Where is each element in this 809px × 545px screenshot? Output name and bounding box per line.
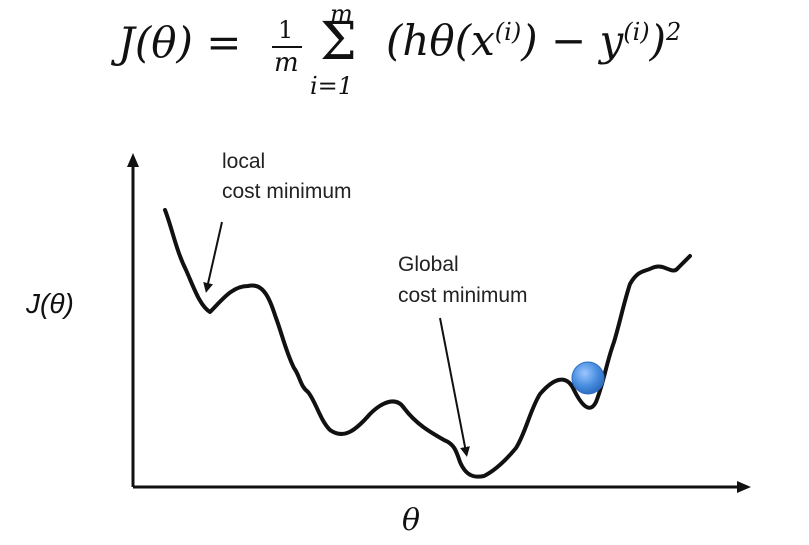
summand-superscript-y: (i) (623, 18, 650, 46)
ball-marker (571, 361, 605, 395)
cost-curve (163, 208, 692, 479)
local-label-line1: local (222, 150, 265, 173)
y-axis-label: J(θ) (25, 288, 74, 319)
global-minimum-arrow (439, 317, 470, 457)
formula-lhs: J(θ) = (118, 18, 242, 67)
summand-end: ) (649, 16, 667, 65)
summand-power: 2 (666, 18, 682, 46)
summand-main: (hθ(x (386, 16, 495, 65)
summand: (hθ(x(i)) − y(i))2 (386, 16, 681, 65)
summand-middle: ) − y (521, 16, 624, 65)
local-label-line2: cost minimum (222, 180, 352, 203)
fraction-bar (272, 46, 302, 48)
sum-upper-limit: m (330, 0, 353, 28)
global-label-line1: Global (398, 253, 459, 276)
local-minimum-arrow (203, 221, 223, 293)
fraction-denominator: m (274, 48, 299, 78)
fraction-numerator: 1 (278, 16, 294, 44)
global-label-line2: cost minimum (398, 284, 528, 307)
sum-lower-limit: i=1 (310, 72, 354, 100)
summand-superscript-x: (i) (494, 18, 522, 46)
cost-function-formula: J(θ) = 1 m m Σ i=1 (hθ(x(i)) − y(i))2 (0, 0, 809, 120)
x-axis-label: θ (402, 503, 420, 538)
sum-symbol: Σ (320, 12, 357, 72)
